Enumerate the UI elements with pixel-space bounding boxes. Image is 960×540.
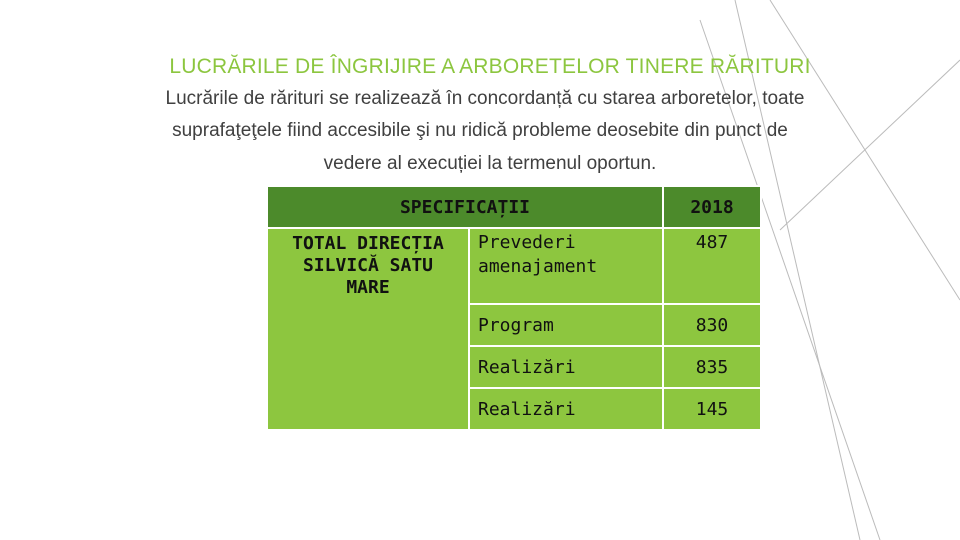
header-cell: SPECIFICAȚII [266,185,664,229]
cell: 145 [662,387,762,431]
cell: 830 [662,303,762,347]
cell: Program [468,303,664,347]
cell: 835 [662,345,762,389]
title: LUCRĂRILE DE ÎNGRIJIRE A ARBORETELOR TIN… [169,55,811,78]
paragraph-line: suprafaţeţele fiind accesibile şi nu rid… [172,120,788,141]
cell: 487 [662,227,762,305]
paragraph-line: vedere al execuției la termenul oportun. [323,153,657,174]
paragraph-line: Lucrările de rărituri se realizează în c… [165,88,805,109]
cell: Realizări [468,387,664,431]
cell: Prevederi amenajament [468,227,664,305]
table: SPECIFICAȚII 2018 TOTAL DIRECȚIA SILVICĂ… [266,185,762,431]
cell: Realizări [468,345,664,389]
header-cell: 2018 [662,185,762,229]
group-cell: TOTAL DIRECȚIA SILVICĂ SATU MARE [266,227,470,431]
